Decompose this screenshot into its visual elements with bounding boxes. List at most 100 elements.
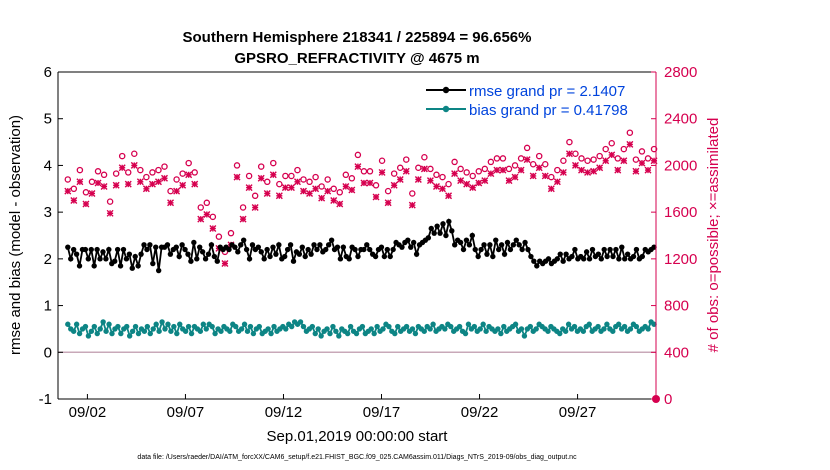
assimilated-obs-marker [100,182,108,190]
bias-marker [318,333,324,339]
bias-marker [70,328,77,334]
x-tick-label: 09/07 [167,404,205,421]
bias-marker [97,326,103,332]
possible-obs-marker [463,169,470,176]
assimilated-obs-marker [559,168,567,176]
rmse-marker [235,249,241,255]
bias-marker [283,326,289,332]
possible-obs-marker [644,155,652,162]
x-tick-label: 09/22 [461,404,499,421]
rmse-marker [589,246,596,253]
possible-obs-marker [433,171,440,179]
rmse-marker [405,237,411,243]
rmse-marker [185,251,191,257]
rmse-marker [446,218,452,225]
rmse-marker [457,239,464,246]
possible-obs-marker [227,229,235,237]
rmse-marker [299,244,305,250]
assimilated-obs-marker [191,180,199,188]
rmse-marker [208,242,215,248]
legend-bias-marker [442,105,450,113]
rmse-marker [367,246,373,253]
rmse-marker [487,242,493,248]
assimilated-obs-marker [451,170,459,178]
rmse-marker [475,253,481,260]
rmse-marker [182,246,188,253]
rmse-marker [484,251,490,257]
rmse-marker [126,251,133,257]
bias-marker [212,330,218,337]
bias-marker [651,321,657,327]
rmse-marker [452,242,458,248]
bias-marker [427,326,433,332]
possible-obs-marker [149,169,156,176]
bias-marker [353,330,360,337]
rmse-marker [410,239,417,246]
rmse-marker [630,253,637,260]
assimilated-obs-marker [608,151,616,159]
assimilated-obs-marker [426,177,434,185]
bias-marker [557,330,563,337]
rmse-marker [68,256,74,262]
possible-obs-marker [76,166,84,174]
assimilated-obs-marker [384,199,392,207]
bias-marker [545,328,551,334]
rmse-marker [554,256,561,262]
rmse-marker [308,251,314,257]
possible-obs-marker [614,155,622,162]
plot-area [58,72,656,399]
bias-marker [501,323,507,330]
assimilated-obs-marker [306,189,314,197]
chart-title: Southern Hemisphere 218341 / 225894 = 96… [183,29,532,46]
rmse-marker [364,242,370,248]
assimilated-obs-marker [173,187,181,195]
rmse-marker [613,246,619,253]
assimilated-obs-marker [481,177,489,185]
rmse-marker [70,246,77,253]
assimilated-obs-marker [239,215,247,223]
assimilated-obs-marker [76,178,84,186]
bias-marker [288,323,295,330]
rmse-marker [624,251,631,257]
bias-marker [103,328,109,334]
rmse-marker [616,256,622,262]
possible-obs-marker [548,173,555,181]
rmse-marker [226,246,232,253]
rmse-marker [443,232,449,239]
possible-obs-marker [161,163,168,170]
rmse-marker [440,221,446,227]
rmse-marker [387,253,393,260]
bias-marker [336,333,342,339]
assimilated-obs-marker [372,193,380,201]
rmse-marker [513,237,519,243]
assimilated-obs-marker [571,161,579,169]
rmse-marker [73,251,80,257]
bias-marker [241,321,248,327]
bias-marker [380,326,386,332]
bias-marker [627,326,634,332]
assimilated-obs-marker [590,167,598,175]
possible-obs-marker [578,155,585,162]
assimilated-obs-marker [439,185,447,193]
possible-obs-marker [203,199,211,207]
rmse-marker [425,235,432,241]
assimilated-obs-marker [82,200,90,208]
bias-marker [185,323,192,330]
rmse-marker [287,242,294,248]
possible-obs-marker [602,145,609,153]
possible-obs-marker [572,150,579,157]
rmse-marker [138,251,144,257]
bias-marker [610,328,616,334]
assimilated-obs-marker [348,186,356,194]
assimilated-obs-marker [638,159,646,167]
possible-obs-marker [306,178,313,186]
rmse-marker [522,239,528,246]
possible-obs-marker [409,190,416,197]
assimilated-obs-marker [517,166,525,174]
bias-marker [392,330,398,337]
bias-marker [153,321,159,327]
assimilated-obs-marker [396,175,404,183]
rmse-marker [460,246,467,253]
rmse-marker [408,244,414,250]
rmse-marker [323,246,329,253]
